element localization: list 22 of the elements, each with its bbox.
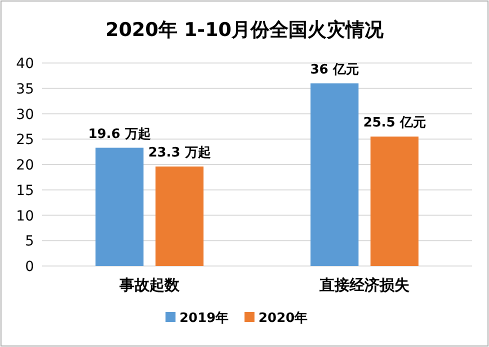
y-tick-label: 10	[16, 208, 34, 224]
y-tick-label: 25	[16, 132, 34, 148]
legend-label: 2020年	[258, 311, 308, 326]
x-tick-label: 事故起数	[118, 276, 180, 294]
legend-label: 2019年	[180, 311, 229, 326]
annotation: 19.6 万起	[88, 126, 151, 142]
data-label: 36 亿元	[310, 62, 359, 78]
bar	[310, 83, 358, 266]
y-tick-label: 20	[16, 158, 34, 174]
bar	[156, 166, 204, 266]
y-tick-label: 35	[16, 81, 34, 98]
y-tick-label: 5	[25, 234, 34, 250]
x-tick-label: 直接经济损失	[318, 276, 410, 294]
y-tick-label: 40	[16, 56, 34, 72]
bar	[96, 148, 144, 266]
annotation: 23.3 万起	[148, 146, 211, 161]
chart-title: 2020年 1-10月份全国火灾情况	[105, 19, 385, 41]
y-tick-label: 30	[16, 106, 34, 123]
bar	[370, 136, 418, 266]
y-tick-label: 15	[16, 182, 34, 199]
data-label: 25.5 亿元	[363, 116, 426, 131]
y-tick-label: 0	[25, 259, 34, 275]
